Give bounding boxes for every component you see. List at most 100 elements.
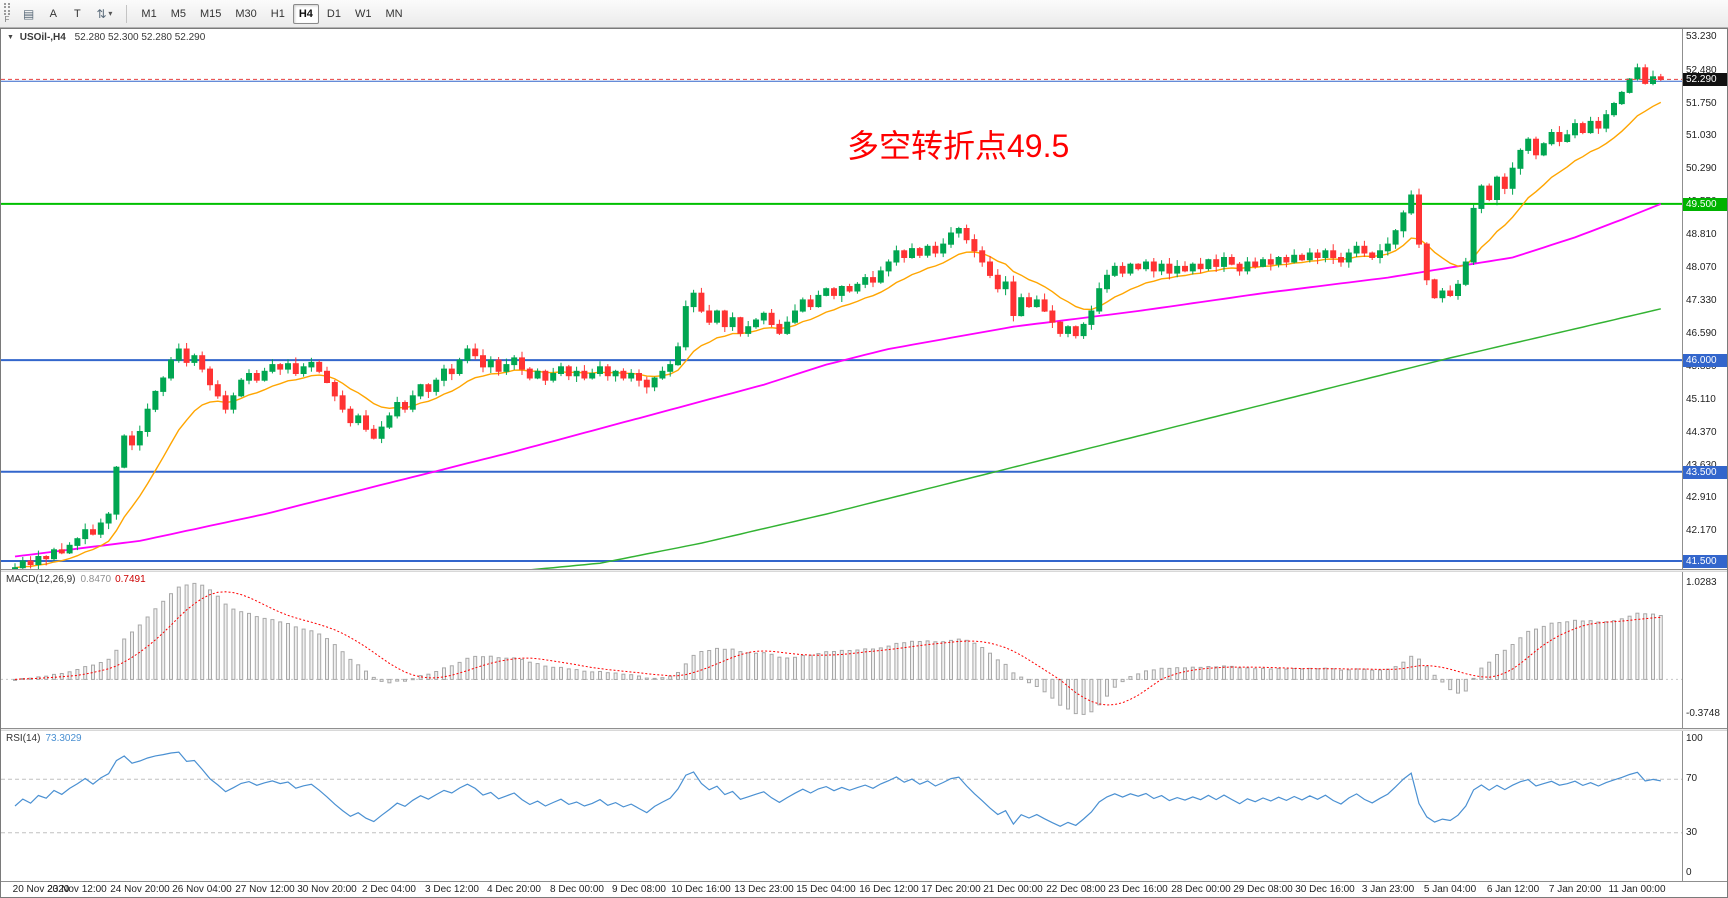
time-axis-label: 28 Dec 00:00 [1171,884,1231,895]
price-axis-label: 53.230 [1686,31,1717,42]
rsi-pane[interactable]: RSI(14) 73.3029 [1,731,1682,881]
rsi-axis-label: 100 [1686,733,1703,744]
time-axis-label: 7 Jan 20:00 [1548,884,1602,895]
rsi-line [14,751,1661,827]
time-axis-label: 4 Dec 20:00 [487,884,541,895]
macd-histogram [13,582,1663,715]
price-scale-separator [1682,29,1683,881]
macd-axis-label: -0.3748 [1686,708,1720,719]
pane-divider[interactable] [1,569,1727,572]
price-axis-label: 43.630 [1686,460,1717,472]
time-axis-label: 17 Dec 20:00 [921,884,981,895]
timeframe-button-m15[interactable]: M15 [194,4,227,24]
price-axis-label: 48.070 [1686,262,1717,273]
time-axis-label: 11 Jan 00:00 [1608,884,1666,895]
price-badge: 43.500 [1683,466,1727,479]
timeframe-button-w1[interactable]: W1 [349,4,378,24]
rsi-axis-label: 0 [1686,867,1692,878]
time-axis-label: 15 Dec 04:00 [796,884,856,895]
price-axis-label: 42.910 [1686,492,1717,503]
time-axis-label: 26 Nov 04:00 [172,884,232,895]
time-axis-label: 21 Dec 00:00 [983,884,1043,895]
timeframe-button-d1[interactable]: D1 [321,4,347,24]
timeframe-button-m5[interactable]: M5 [165,4,192,24]
rsi-canvas[interactable] [1,731,1682,881]
arrow-tool-button[interactable]: A [42,4,64,24]
price-badge: 46.000 [1683,354,1727,367]
time-axis[interactable]: 20 Nov 2020 23 Nov 12:00 24 Nov 20:00 26 No… [1,881,1727,897]
toolbar: F ▤ A T ⇅ ▾ M1 M5 M15 M30 H1 H4 D1 W1 MN [0,0,1728,28]
toolbar-grip[interactable]: F [4,3,10,24]
price-chart-canvas[interactable] [1,29,1682,569]
time-axis-label: 22 Dec 08:00 [1046,884,1106,895]
timeframe-group: M1 M5 M15 M30 H1 H4 D1 W1 MN [135,3,408,24]
grip-handle-icon [4,3,10,15]
price-axis-label: 52.480 [1686,65,1717,76]
chevron-down-icon: ▾ [108,9,113,18]
rsi-axis-label: 30 [1686,827,1698,838]
symbol-timeframe-label: USOil-,H4 [19,32,66,43]
scale-tools-dropdown-button[interactable]: ⇅ ▾ [90,4,118,24]
macd-main-value: 0.8470 [80,574,112,585]
time-axis-label: 23 Dec 16:00 [1108,884,1168,895]
arrows-icon: ⇅ [96,6,107,21]
macd-pane[interactable]: MACD(12,26,9) 0.8470 0.7491 [1,572,1682,728]
text-tool-button[interactable]: T [66,4,88,24]
time-axis-label: 3 Jan 23:00 [1361,884,1415,895]
time-axis-label: 23 Nov 12:00 [47,884,107,895]
rsi-axis-label: 70 [1686,773,1698,784]
rsi-label: RSI(14) 73.3029 [6,733,82,744]
time-axis-label: 3 Dec 12:00 [425,884,479,895]
time-axis-label: 6 Jan 12:00 [1486,884,1540,895]
macd-signal-line [14,591,1661,706]
main-chart-pane[interactable]: ▼ USOil-,H4 52.280 52.300 52.280 52.290 … [1,29,1682,569]
chevron-down-icon: ▼ [7,34,14,41]
price-axis-label: 46.590 [1686,328,1717,339]
timeframe-button-mn[interactable]: MN [379,4,408,24]
time-axis-label: 2 Dec 04:00 [362,884,416,895]
toolbar-separator [126,4,128,23]
time-axis-label: 24 Nov 20:00 [110,884,170,895]
macd-canvas[interactable] [1,572,1682,728]
candlestick-series [12,63,1664,569]
time-axis-label: 9 Dec 08:00 [612,884,666,895]
chart-title: ▼ USOil-,H4 52.280 52.300 52.280 52.290 [7,32,205,43]
price-axis-label: 42.170 [1686,525,1717,536]
price-scale[interactable] [1683,29,1727,881]
charts-grid-button[interactable]: ▤ [17,4,40,24]
ma-fast-line [14,101,1662,569]
price-axis-label: 45.110 [1686,394,1716,405]
rsi-value: 73.3029 [45,733,82,744]
time-axis-label: 16 Dec 12:00 [859,884,919,895]
timeframe-button-m30[interactable]: M30 [229,4,262,24]
time-axis-label: 27 Nov 12:00 [235,884,295,895]
time-axis-label: 29 Dec 08:00 [1233,884,1293,895]
macd-label: MACD(12,26,9) 0.8470 0.7491 [6,574,146,585]
price-axis-label: 50.290 [1686,163,1717,174]
time-axis-label: 10 Dec 16:00 [671,884,731,895]
price-badge: 49.500 [1683,198,1727,211]
time-axis-label: 30 Nov 20:00 [297,884,357,895]
pane-divider[interactable] [1,728,1727,731]
price-axis-label: 51.030 [1686,130,1717,141]
price-badge: 52.290 [1683,73,1727,86]
macd-signal-value: 0.7491 [115,574,146,585]
time-axis-label: 30 Dec 16:00 [1295,884,1355,895]
ma-slow-line [531,308,1661,569]
price-badge: 41.500 [1683,555,1727,568]
timeframe-button-h4[interactable]: H4 [292,3,319,24]
price-axis-label: 44.370 [1686,427,1717,438]
rsi-indicator-name: RSI(14) [6,733,41,744]
time-axis-label: 5 Jan 04:00 [1423,884,1477,895]
chart-annotation-text[interactable]: 多空转折点49.5 [847,128,1070,164]
toolbar-f-label: F [4,15,10,24]
charts-grid-icon: ▤ [23,6,35,21]
macd-indicator-name: MACD(12,26,9) [6,574,76,585]
time-axis-label: 8 Dec 00:00 [550,884,604,895]
timeframe-button-m1[interactable]: M1 [135,4,162,24]
price-axis-label: 51.750 [1686,98,1717,109]
time-axis-label: 13 Dec 23:00 [734,884,794,895]
ohlc-values: 52.280 52.300 52.280 52.290 [74,32,206,43]
timeframe-button-h1[interactable]: H1 [265,4,291,24]
macd-axis-label: 1.0283 [1686,577,1717,588]
